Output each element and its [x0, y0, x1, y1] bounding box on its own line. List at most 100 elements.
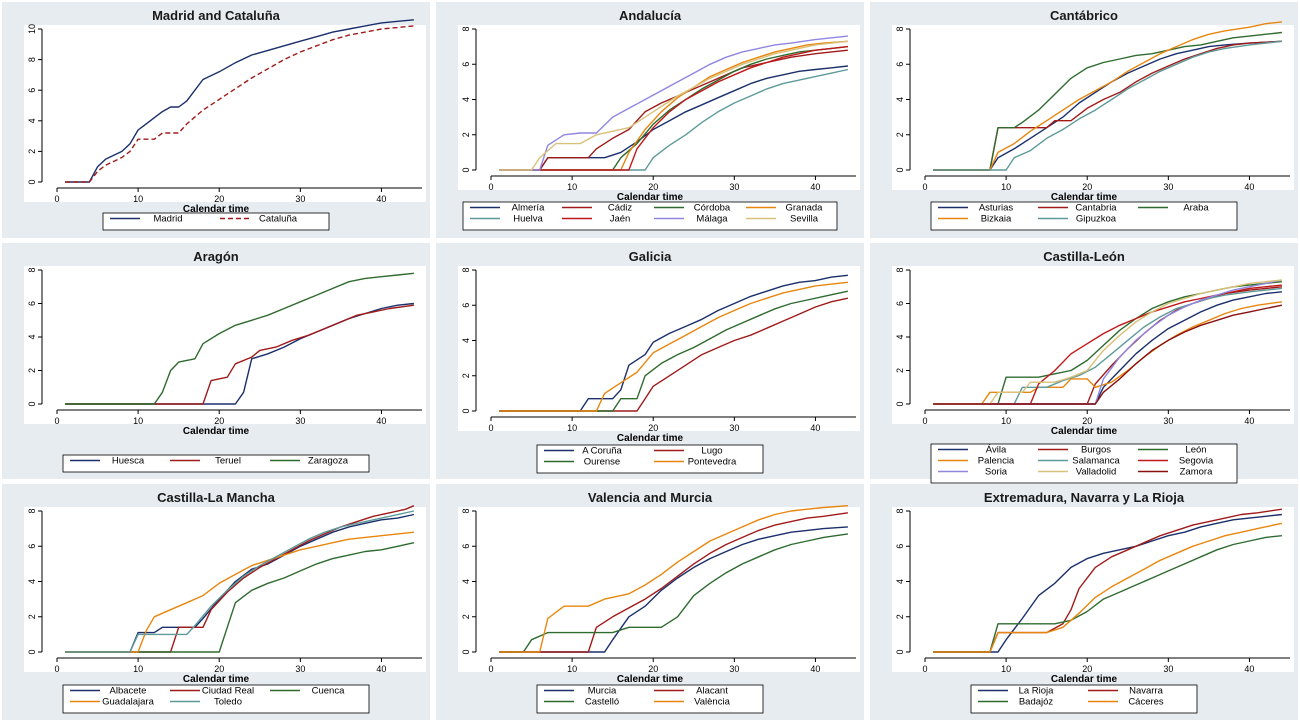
x-tick-label: 30 — [295, 416, 305, 426]
x-tick-label: 30 — [729, 182, 739, 192]
series-line-ciudad-real — [65, 505, 415, 653]
y-tick-label: 0 — [461, 649, 471, 654]
y-tick-label: 8 — [895, 26, 905, 31]
legend-label-araba: Araba — [1183, 203, 1209, 214]
legend-label-cantabria: Cantabria — [1075, 203, 1117, 214]
legend-label-badajoz: Badajóz — [1019, 697, 1054, 708]
y-tick-label: 6 — [895, 301, 905, 306]
x-tick-label: 0 — [54, 416, 59, 426]
x-tick-label: 0 — [488, 423, 493, 433]
x-tick-label: 40 — [376, 194, 386, 204]
y-tick-label: 6 — [895, 62, 905, 67]
legend-label-leon: León — [1185, 445, 1206, 456]
legend-label-caceres: Cáceres — [1128, 697, 1164, 708]
series-line-jaen — [499, 45, 848, 171]
legend-label-huesca: Huesca — [112, 456, 145, 467]
series-line-pontevedra — [499, 281, 848, 412]
chart-panel-7: Castilla-La Mancha 0 10 20 30 40 0 2 4 6 8 Calendar… — [2, 484, 430, 720]
series-line-lugo — [499, 297, 849, 412]
legend-label-pontevedra: Pontevedra — [688, 457, 737, 468]
legend: A Coruña Lugo Ourense Pontevedra — [536, 444, 764, 474]
x-tick-label: 0 — [922, 416, 927, 426]
y-tick-label: 0 — [461, 167, 471, 172]
x-axis-label: Calendar time — [1051, 426, 1118, 437]
chart-title: Andalucía — [619, 8, 682, 23]
chart-title: Galicia — [629, 249, 672, 264]
legend: Asturias Cantabria Araba Bizkaia Gipuzkoa — [930, 201, 1238, 231]
y-tick-label: 10 — [27, 24, 37, 34]
legend-label-burgos: Burgos — [1081, 445, 1111, 456]
legend-label-cuenca: Cuenca — [312, 686, 345, 697]
series-line-albacete — [65, 513, 415, 653]
x-tick-label: 40 — [810, 182, 820, 192]
legend-label-asturias: Asturias — [979, 203, 1014, 214]
x-tick-label: 30 — [295, 194, 305, 204]
legend-label-palencia: Palencia — [978, 456, 1015, 467]
legend-label-valencia: València — [694, 697, 730, 708]
series-line-valencia — [499, 505, 848, 653]
y-tick-label: 4 — [27, 579, 37, 584]
series-line-ourense — [499, 290, 849, 412]
y-tick-label: 6 — [895, 544, 905, 549]
series-line-cataluna — [65, 25, 414, 183]
legend-box — [536, 444, 764, 474]
legend-label-valladolid: Valladolid — [1076, 467, 1117, 478]
chart-panel-1: Madrid and Cataluña 0 10 20 30 40 0 2 4 6 8 10 Calen… — [2, 2, 430, 238]
legend-box — [462, 201, 838, 231]
x-axis-label: Calendar time — [183, 426, 250, 437]
x-tick-label: 20 — [214, 664, 224, 674]
x-tick-label: 10 — [1001, 416, 1011, 426]
legend-label-la-rioja: La Rioja — [1019, 686, 1055, 697]
x-tick-label: 0 — [488, 664, 493, 674]
x-tick-label: 10 — [567, 182, 577, 192]
chart-title: Cantábrico — [1050, 8, 1118, 23]
legend-box — [930, 443, 1238, 484]
plot-region — [24, 266, 426, 424]
x-tick-label: 20 — [648, 423, 658, 433]
y-tick-label: 0 — [461, 408, 471, 413]
y-tick-label: 2 — [895, 368, 905, 373]
series-line-huelva — [499, 68, 849, 171]
x-tick-label: 20 — [214, 194, 224, 204]
x-tick-label: 30 — [1163, 664, 1173, 674]
chart-title: Aragón — [193, 249, 239, 264]
y-tick-label: 8 — [461, 508, 471, 513]
y-tick-label: 0 — [27, 401, 37, 406]
series-line-zamora — [933, 304, 1283, 405]
x-tick-label: 30 — [1163, 182, 1173, 192]
y-tick-label: 8 — [895, 508, 905, 513]
y-tick-label: 8 — [895, 267, 905, 272]
chart-title: Castilla-La Mancha — [157, 490, 276, 505]
series-line-araba — [933, 31, 1282, 171]
legend-label-murcia: Murcia — [588, 686, 617, 697]
legend-label-sevilla: Sevilla — [790, 214, 819, 225]
series-line-valladolid — [933, 279, 1282, 405]
y-tick-label: 0 — [895, 401, 905, 406]
plot-region — [892, 25, 1294, 190]
x-tick-label: 30 — [295, 664, 305, 674]
y-tick-label: 8 — [27, 57, 37, 62]
legend-box — [62, 684, 370, 714]
legend-label-gipuzkoa: Gipuzkoa — [1076, 214, 1117, 225]
x-tick-label: 40 — [810, 423, 820, 433]
chart-panel-6: Castilla-León 0 10 20 30 40 0 2 4 6 8 Calendar time… — [870, 243, 1298, 484]
plot-region — [892, 507, 1294, 672]
y-tick-label: 6 — [27, 544, 37, 549]
x-axis-label: Calendar time — [1051, 192, 1118, 203]
legend-label-jaen: Jaén — [610, 214, 631, 225]
legend-label-almeria: Almería — [512, 203, 545, 214]
x-tick-label: 30 — [1163, 416, 1173, 426]
legend-label-zaragoza: Zaragoza — [308, 456, 349, 467]
legend: Murcia Alacant Castelló València — [536, 684, 764, 714]
x-tick-label: 40 — [1244, 182, 1254, 192]
series-line-cuenca — [65, 542, 415, 653]
y-tick-label: 2 — [27, 614, 37, 619]
legend: La Rioja Navarra Badajóz Cáceres — [970, 684, 1198, 714]
x-tick-label: 40 — [1244, 416, 1254, 426]
y-tick-label: 4 — [895, 97, 905, 102]
series-line-guadalajara — [65, 531, 414, 653]
series-line-teruel — [65, 304, 414, 405]
y-tick-label: 6 — [461, 544, 471, 549]
